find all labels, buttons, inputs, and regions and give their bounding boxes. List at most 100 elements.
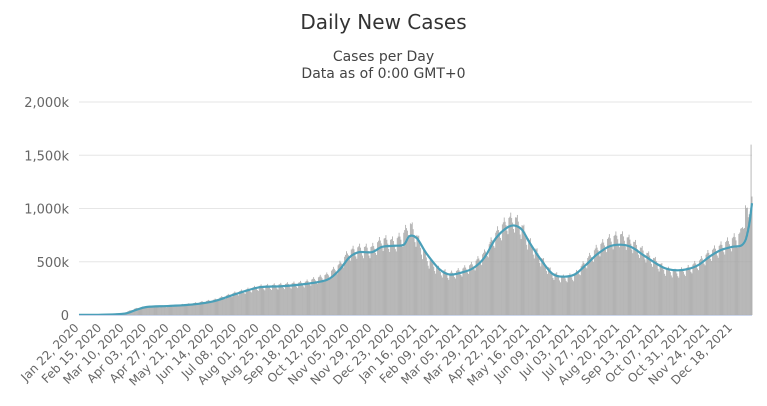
daily-bar — [494, 247, 496, 315]
daily-bar — [271, 289, 272, 315]
daily-bar — [403, 232, 405, 315]
daily-bar — [556, 272, 558, 315]
daily-bar — [391, 239, 392, 315]
daily-bar — [681, 267, 682, 315]
daily-bar — [612, 249, 614, 315]
daily-bar — [427, 265, 429, 315]
daily-bar — [334, 270, 336, 315]
daily-bar — [289, 287, 291, 315]
daily-bar — [455, 270, 457, 315]
daily-bar — [219, 297, 221, 315]
daily-bar — [310, 285, 312, 315]
daily-bar — [214, 298, 216, 315]
daily-bar — [506, 230, 508, 315]
daily-bar — [461, 276, 463, 315]
daily-bar — [693, 263, 695, 315]
daily-bar — [547, 267, 549, 315]
daily-bar — [493, 245, 495, 315]
daily-bar — [453, 274, 454, 315]
daily-bar — [426, 261, 428, 315]
daily-bar — [175, 304, 177, 315]
daily-bar — [255, 287, 256, 315]
daily-bar — [502, 222, 504, 315]
daily-bar — [441, 277, 443, 315]
daily-bar — [625, 249, 627, 315]
daily-bar — [664, 273, 666, 315]
daily-bar — [702, 260, 704, 315]
daily-bar — [477, 256, 479, 315]
daily-bar — [623, 240, 625, 315]
daily-bar — [297, 288, 299, 315]
daily-bar — [308, 282, 310, 315]
daily-bar — [351, 248, 353, 315]
daily-bar — [325, 274, 327, 315]
daily-bar — [382, 251, 384, 315]
daily-bar — [511, 218, 513, 315]
daily-bar — [619, 247, 621, 315]
daily-bar — [291, 283, 293, 315]
y-tick-label: 500k — [37, 256, 70, 271]
daily-bar — [395, 251, 397, 315]
daily-bar — [638, 254, 639, 315]
daily-bar — [190, 304, 192, 315]
daily-bar — [469, 265, 470, 315]
daily-bar — [401, 244, 403, 315]
daily-bar — [348, 258, 350, 315]
daily-bar — [604, 245, 606, 315]
daily-bar — [676, 273, 678, 315]
daily-bar — [647, 252, 649, 315]
daily-bar — [136, 308, 138, 315]
daily-bar — [196, 303, 198, 315]
daily-bar — [192, 305, 193, 315]
daily-bar — [514, 232, 515, 315]
daily-bar — [632, 253, 634, 315]
daily-bar — [182, 304, 184, 315]
daily-bar — [274, 285, 276, 315]
daily-bar — [209, 300, 210, 315]
daily-bar — [373, 246, 375, 315]
daily-bar — [509, 216, 511, 315]
daily-bar — [323, 281, 325, 315]
daily-bar — [362, 255, 363, 315]
daily-bar — [383, 238, 385, 315]
daily-bar — [534, 248, 536, 315]
chart-subtitle-line-1: Cases per Day — [332, 49, 435, 65]
daily-bar — [675, 271, 677, 315]
daily-bar — [397, 236, 399, 315]
daily-bar — [324, 275, 326, 315]
daily-bar — [513, 228, 514, 315]
daily-bar — [695, 263, 697, 315]
daily-bar — [343, 267, 345, 315]
daily-bar — [531, 243, 532, 315]
daily-bar — [710, 258, 712, 315]
daily-bar — [179, 306, 180, 315]
daily-bar — [599, 256, 601, 315]
daily-bar — [133, 308, 135, 315]
daily-bar — [448, 279, 450, 315]
daily-bar — [139, 308, 141, 315]
daily-bar — [510, 212, 512, 315]
daily-bar — [474, 270, 476, 315]
daily-bar — [723, 252, 725, 315]
daily-bar — [347, 255, 349, 315]
daily-bar — [281, 284, 283, 315]
daily-bar — [546, 270, 547, 315]
daily-bar — [172, 306, 174, 315]
daily-bar — [457, 268, 459, 315]
daily-bar — [614, 234, 616, 315]
daily-bar — [447, 277, 449, 315]
daily-bar — [439, 271, 441, 315]
daily-bar — [663, 269, 665, 315]
daily-bar — [478, 258, 480, 315]
daily-bar — [132, 310, 133, 315]
daily-bar — [642, 250, 644, 315]
daily-bar — [589, 252, 591, 315]
daily-bar — [523, 224, 525, 315]
daily-bar — [264, 290, 266, 315]
daily-bar — [305, 281, 307, 315]
daily-bar — [593, 250, 595, 315]
daily-bar — [657, 268, 659, 315]
daily-bar — [155, 305, 157, 315]
daily-bar — [532, 254, 534, 315]
daily-bar — [738, 233, 740, 315]
